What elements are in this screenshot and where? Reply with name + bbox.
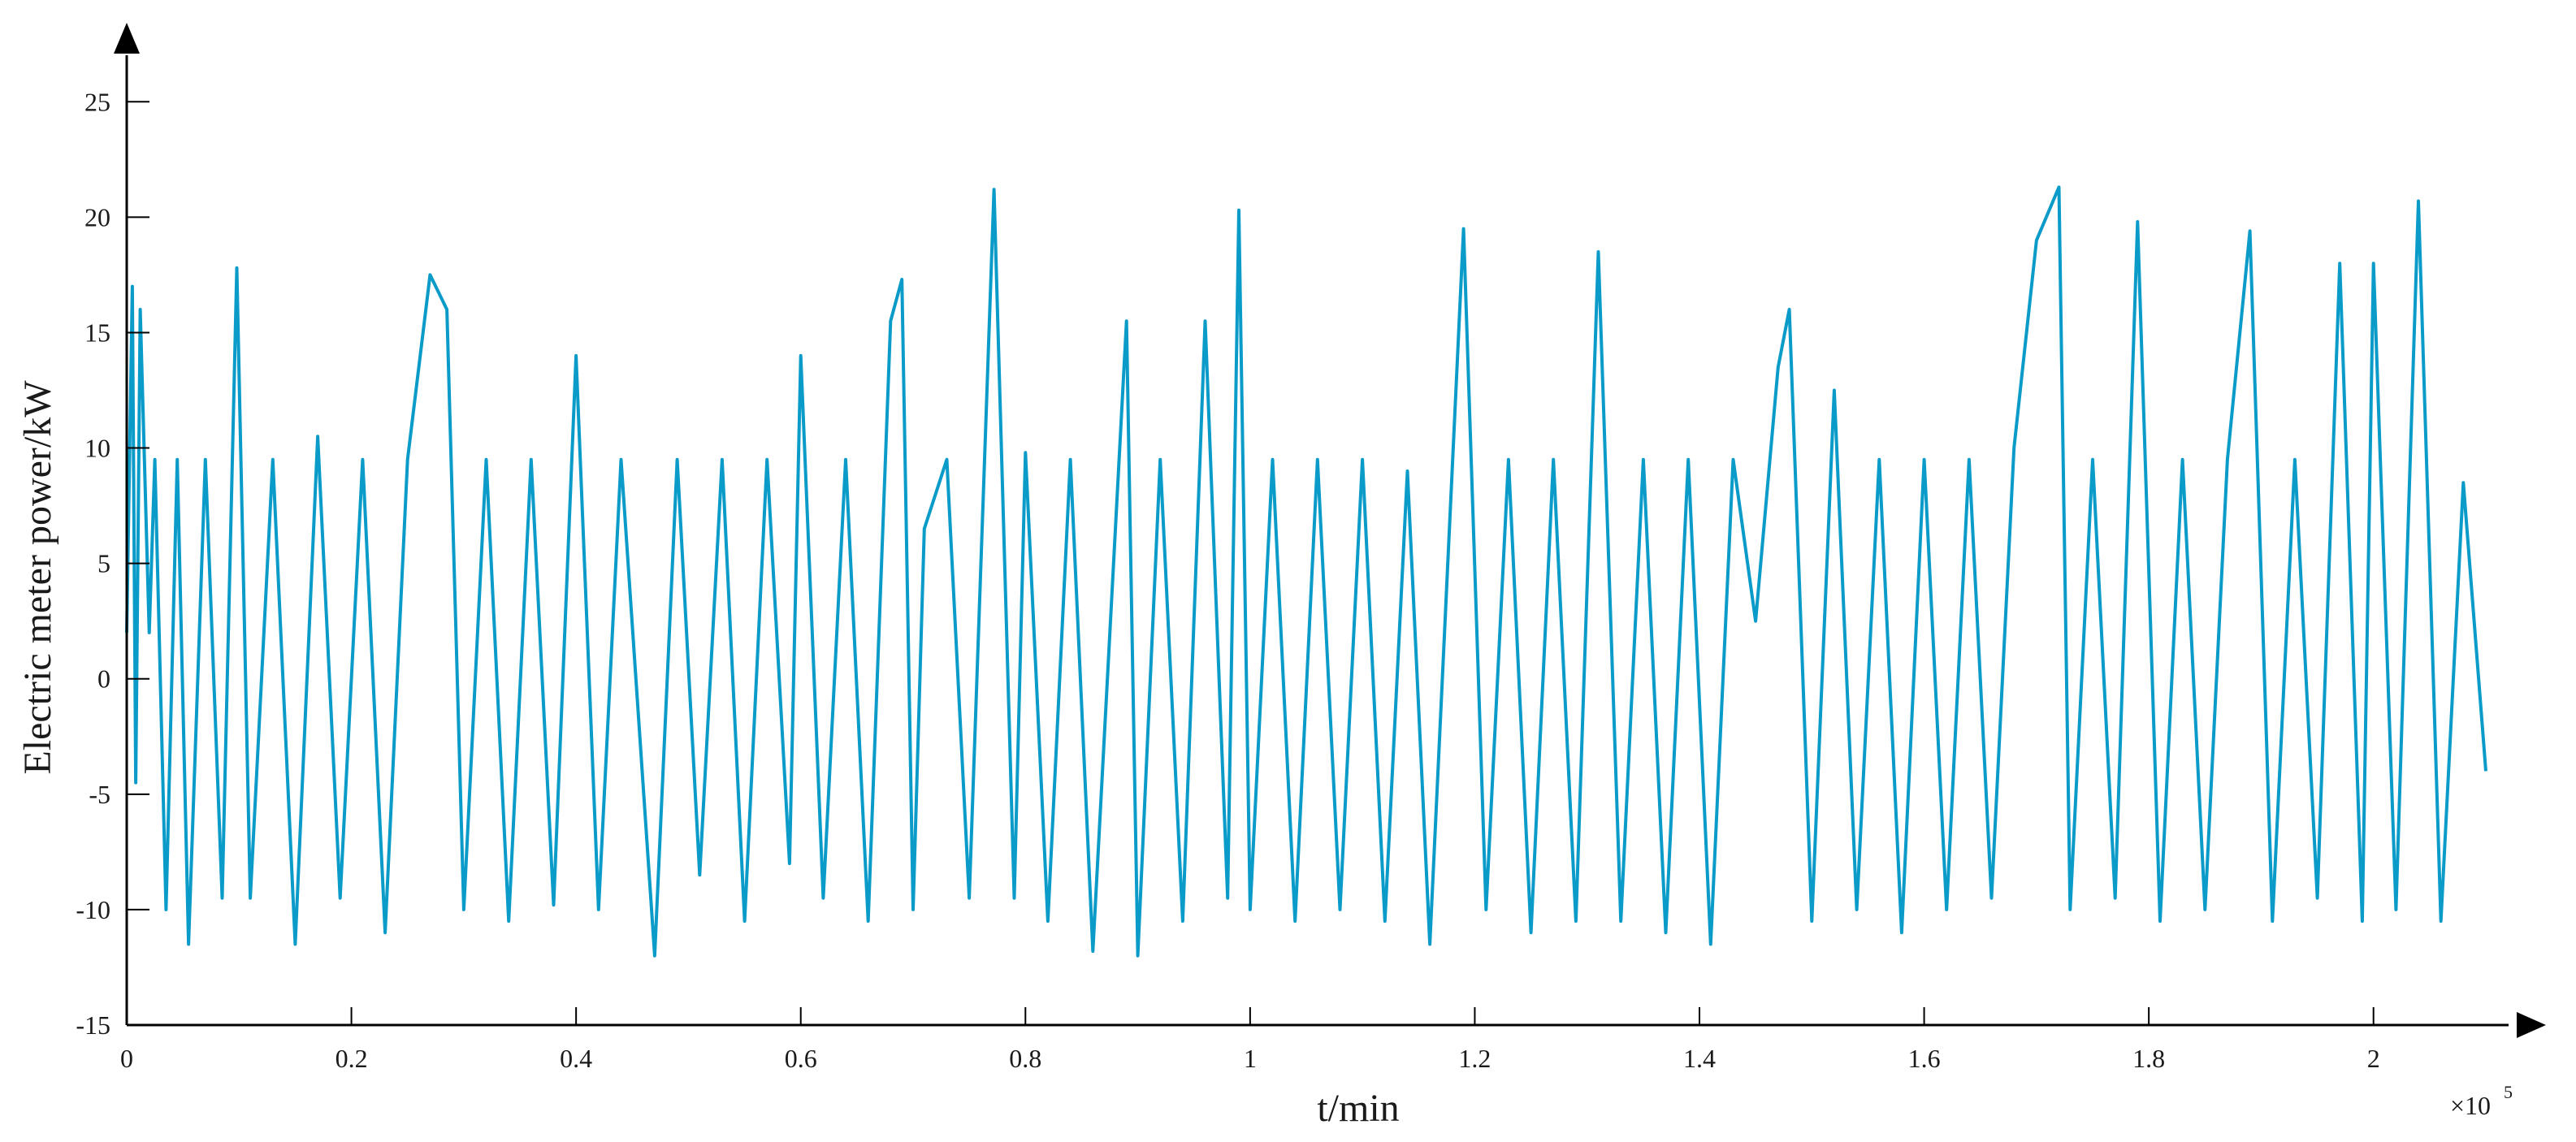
y-axis-label: Electric meter power/kW [16,380,59,775]
axes-layer [114,23,2546,1038]
x-tick-label: 1 [1244,1044,1257,1073]
x-tick-label: 0.2 [336,1044,368,1073]
x-axis-label: t/min [1317,1087,1399,1130]
x-axis-exponent: ×10 5 [2450,1082,2513,1120]
x-tick-label: 0.6 [785,1044,817,1073]
x-exponent-power: 5 [2504,1082,2513,1102]
x-axis-arrow-icon [2517,1012,2546,1038]
x-tick-label: 2 [2367,1044,2380,1073]
y-tick-label: -10 [76,895,110,924]
x-tick-label: 1.8 [2132,1044,2165,1073]
y-axis-arrow-icon [114,23,140,54]
y-tick-label: 15 [84,318,110,347]
x-ticks: 0 0.2 0.4 0.6 0.8 1 1.2 1.4 1.6 1.8 2 [120,1007,2380,1073]
series-line [125,185,2487,958]
x-exponent-base: ×10 [2450,1091,2491,1120]
x-tick-label: 0 [120,1044,133,1073]
y-ticks: -15 -10 -5 0 5 10 15 20 25 [76,87,149,1040]
y-tick-label: 25 [84,87,110,116]
x-tick-label: 1.4 [1683,1044,1716,1073]
series-layer [125,185,2487,958]
y-tick-label: 10 [84,434,110,463]
x-tick-label: 0.8 [1009,1044,1041,1073]
x-tick-label: 1.2 [1458,1044,1491,1073]
y-tick-label: -15 [76,1010,110,1040]
y-tick-label: 0 [97,664,110,694]
y-tick-label: 5 [97,549,110,578]
y-tick-label: -5 [89,780,110,809]
x-tick-label: 1.6 [1908,1044,1941,1073]
y-tick-label: 20 [84,202,110,231]
x-tick-label: 0.4 [560,1044,592,1073]
